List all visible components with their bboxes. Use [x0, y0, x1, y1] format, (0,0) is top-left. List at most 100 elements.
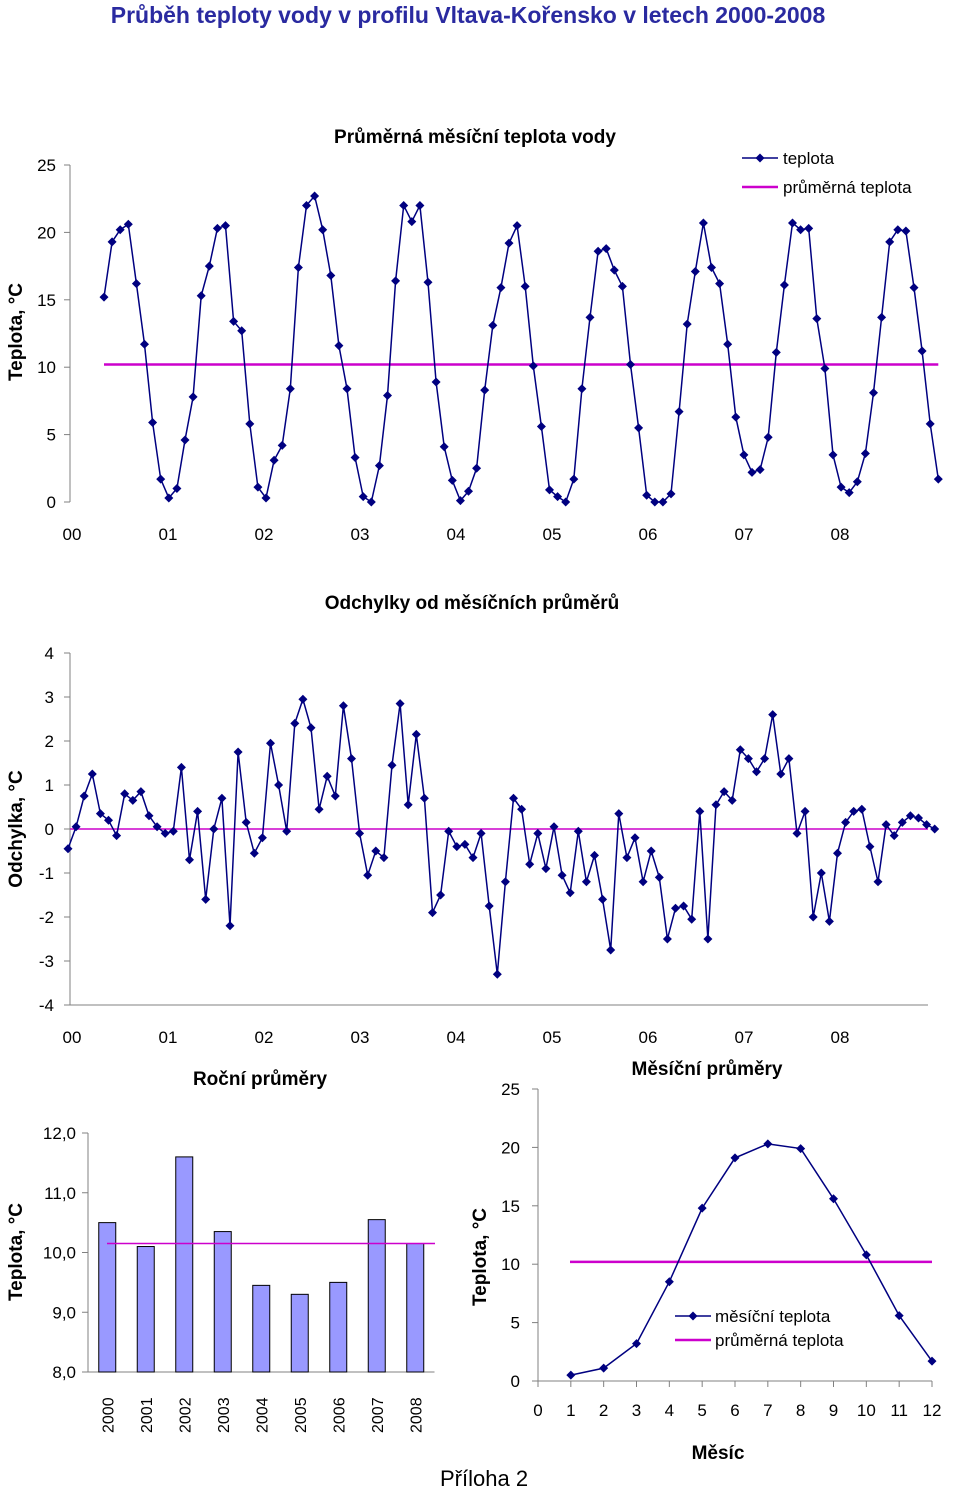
data-point	[760, 754, 770, 764]
data-point	[857, 804, 867, 814]
data-point	[860, 448, 870, 458]
data-point	[577, 384, 587, 394]
data-point	[492, 969, 502, 979]
data-point	[107, 237, 117, 247]
data-point	[836, 482, 846, 492]
data-point	[455, 496, 465, 506]
data-point	[922, 820, 932, 830]
data-point	[617, 281, 627, 291]
data-point	[79, 791, 89, 801]
data-point	[374, 461, 384, 471]
data-point	[95, 809, 105, 819]
data-point	[63, 844, 73, 854]
data-point	[428, 908, 437, 918]
data-point	[144, 811, 154, 821]
data-point	[221, 221, 230, 231]
data-point	[682, 319, 692, 329]
data-point	[609, 265, 619, 275]
data-point	[383, 391, 392, 401]
data-point	[894, 1311, 904, 1321]
data-point	[160, 828, 170, 838]
data-point	[695, 806, 705, 816]
data-point	[581, 877, 591, 887]
data-point	[743, 754, 753, 764]
x-tick-label: 3	[632, 1401, 641, 1420]
bar	[329, 1281, 348, 1373]
y-tick-label: 3	[45, 688, 54, 707]
data-point	[771, 347, 781, 357]
chart-annual-means: Roční průměry Teplota, °C 8,0 9,0 10,0 11,0 12…	[6, 1069, 435, 1433]
data-point	[123, 219, 133, 229]
data-point	[476, 828, 486, 838]
y-tick-label: 20	[37, 223, 56, 242]
x-tick-label: 9	[829, 1401, 838, 1420]
chart-title: Roční průměry	[193, 1069, 328, 1090]
data-point	[464, 486, 473, 496]
data-point	[444, 826, 454, 836]
x-tick-label: 2001	[139, 1397, 156, 1433]
data-point	[533, 828, 543, 838]
data-point	[828, 450, 838, 460]
data-point	[865, 842, 875, 852]
y-axis-label: Teplota, °C	[6, 1203, 27, 1301]
data-point	[747, 467, 757, 477]
data-point	[666, 489, 676, 499]
data-point	[504, 238, 514, 248]
data-point	[188, 392, 198, 402]
data-point	[302, 200, 311, 210]
bar	[136, 1246, 155, 1373]
data-point	[342, 384, 352, 394]
data-point	[632, 1339, 641, 1349]
data-point	[366, 497, 376, 507]
legend-label: měsíční teplota	[715, 1307, 831, 1326]
x-tick-label: 0	[533, 1401, 542, 1420]
x-tick-label: 07	[735, 1028, 754, 1047]
data-point	[674, 407, 684, 417]
data-point	[128, 795, 138, 805]
chart-title: Odchylky od měsíčních průměrů	[325, 593, 620, 614]
y-tick-label: 2	[45, 732, 54, 751]
y-tick-label: -2	[39, 908, 54, 927]
x-tick-label: 05	[543, 525, 562, 544]
data-point	[500, 877, 510, 887]
x-tick-label: 2002	[177, 1397, 194, 1433]
data-point	[411, 729, 421, 739]
y-tick-label: -3	[39, 952, 54, 971]
y-tick-label: 10,0	[43, 1244, 76, 1263]
x-tick-label: 1	[566, 1401, 575, 1420]
x-tick-label: 03	[351, 525, 370, 544]
data-point	[249, 848, 259, 858]
x-tick-label: 00	[63, 525, 82, 544]
data-point	[796, 225, 806, 235]
legend-series-marker	[755, 153, 765, 163]
data-point	[536, 422, 546, 432]
data-point	[152, 822, 162, 832]
data-point	[419, 793, 429, 803]
data-point	[703, 934, 713, 944]
data-point	[877, 312, 887, 322]
data-point	[731, 412, 741, 422]
appendix-label: Příloha 2	[440, 1466, 529, 1491]
data-point	[209, 824, 219, 834]
data-point	[257, 833, 267, 843]
data-point	[601, 244, 611, 254]
data-point	[930, 824, 940, 834]
data-point	[436, 890, 446, 900]
data-point	[379, 853, 389, 863]
data-point	[176, 762, 186, 772]
y-axis-label: Odchylka, °C	[6, 770, 27, 888]
data-point	[306, 723, 316, 733]
data-point	[350, 453, 360, 463]
y-tick-label: 10	[501, 1255, 520, 1274]
y-axis-label: Teplota, °C	[6, 283, 27, 381]
data-point	[314, 804, 324, 814]
data-point	[293, 262, 303, 272]
data-point	[452, 842, 462, 852]
data-point	[707, 262, 716, 272]
data-point	[193, 806, 203, 816]
series-line	[570, 1143, 933, 1376]
data-point	[614, 809, 624, 819]
data-point	[391, 276, 401, 286]
data-point	[779, 280, 789, 290]
